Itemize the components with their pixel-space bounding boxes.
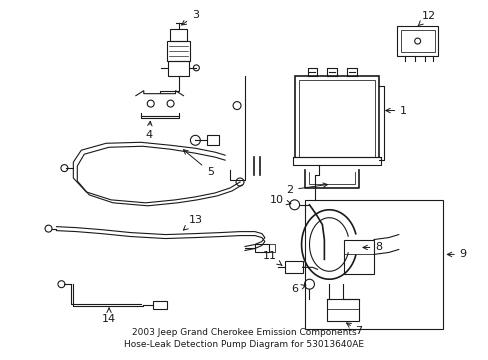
Bar bbox=[326, 299, 358, 321]
Bar bbox=[298, 80, 374, 161]
Text: 4: 4 bbox=[145, 121, 152, 140]
Text: 6: 6 bbox=[290, 284, 305, 294]
Text: 5: 5 bbox=[183, 150, 213, 177]
Bar bbox=[167, 61, 189, 76]
Bar bbox=[169, 29, 187, 41]
Bar bbox=[292, 157, 380, 165]
Text: 1: 1 bbox=[385, 105, 407, 116]
Text: 2: 2 bbox=[285, 183, 327, 195]
Bar bbox=[166, 41, 190, 61]
Text: 13: 13 bbox=[183, 215, 202, 230]
Bar bbox=[152, 301, 166, 309]
Text: 11: 11 bbox=[262, 251, 282, 265]
Text: 10: 10 bbox=[269, 195, 290, 205]
Text: 12: 12 bbox=[417, 11, 435, 26]
Text: 9: 9 bbox=[447, 249, 466, 260]
Bar bbox=[344, 239, 373, 274]
Text: 7: 7 bbox=[346, 323, 362, 336]
Bar bbox=[294, 76, 378, 165]
Text: 14: 14 bbox=[102, 308, 116, 324]
Bar bbox=[254, 244, 268, 252]
Bar bbox=[207, 135, 219, 145]
Text: 8: 8 bbox=[362, 243, 382, 252]
Bar bbox=[304, 200, 443, 329]
Bar bbox=[400, 30, 434, 52]
Bar bbox=[284, 261, 302, 273]
Text: 3: 3 bbox=[182, 10, 199, 25]
Bar bbox=[396, 26, 438, 56]
Text: 2003 Jeep Grand Cherokee Emission Components
Hose-Leak Detection Pump Diagram fo: 2003 Jeep Grand Cherokee Emission Compon… bbox=[124, 328, 363, 349]
